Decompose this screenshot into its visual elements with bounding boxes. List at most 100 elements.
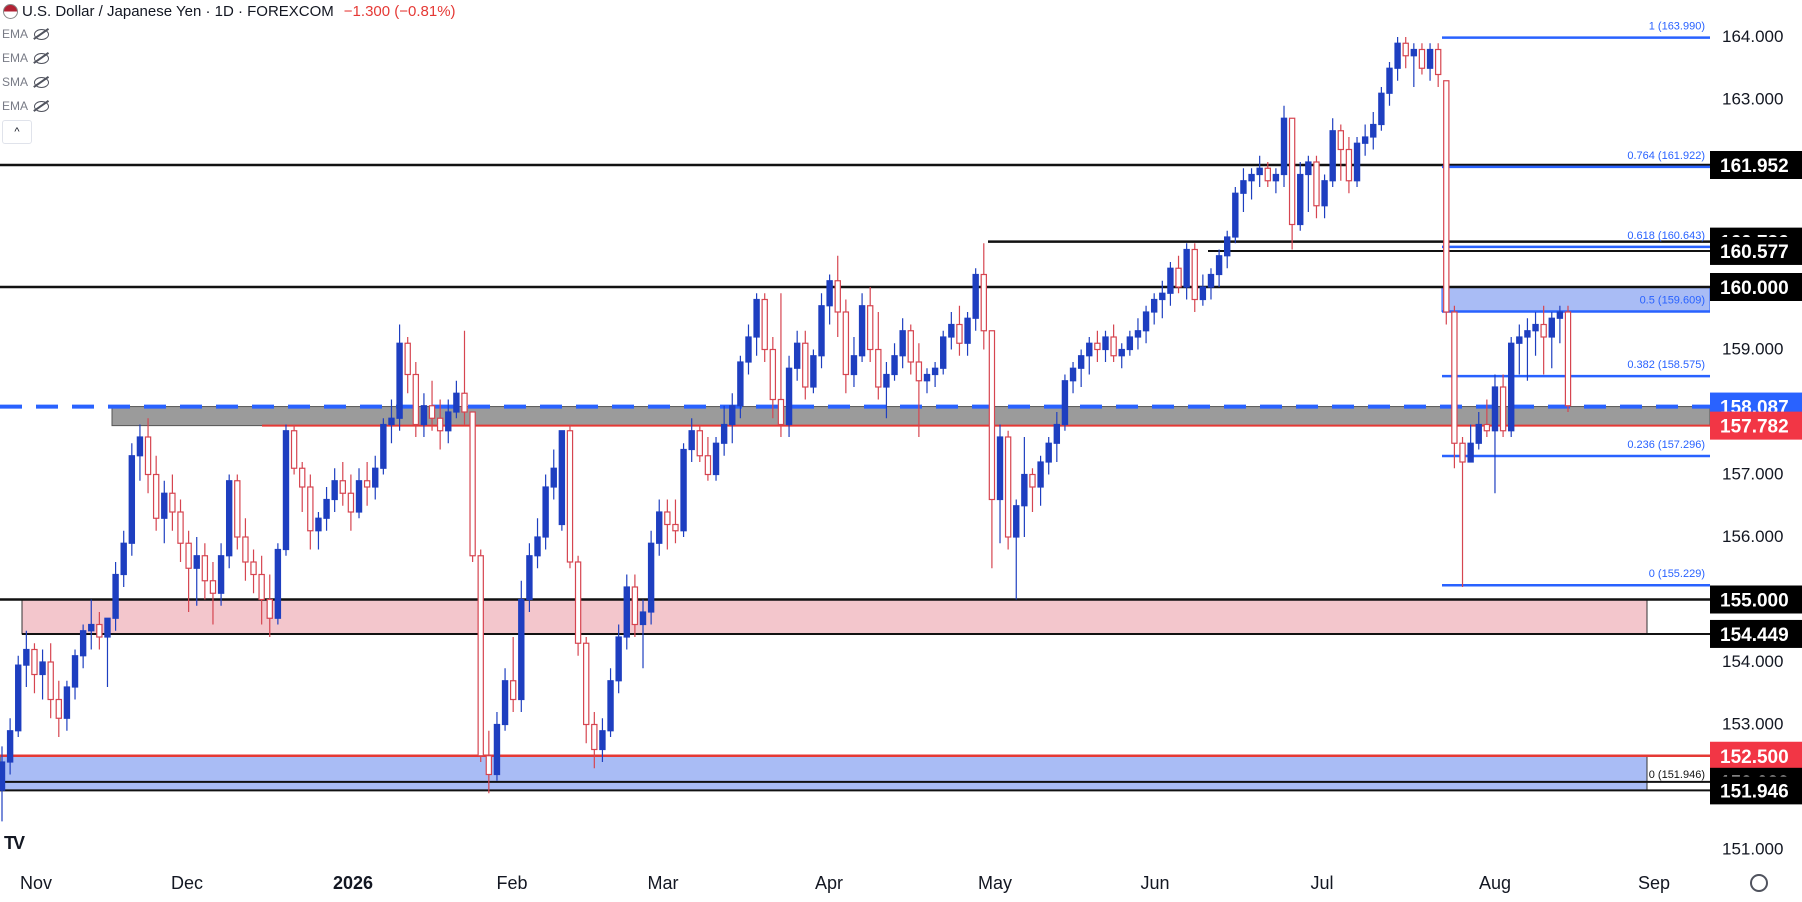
price-axis[interactable]: 151.000 153.000 154.000 155.000 156.000 157.0…: [1710, 0, 1802, 902]
candle: [850, 337, 858, 387]
candle: [1451, 305, 1458, 469]
candle: [290, 424, 298, 475]
candle-body: [631, 586, 639, 626]
candle-body: [1037, 461, 1044, 488]
candle: [509, 637, 517, 712]
indicator-row[interactable]: EMA: [2, 27, 50, 41]
candle: [1256, 155, 1263, 187]
symbol-title[interactable]: U.S. Dollar / Japanese Yen · 1D · FOREXC…: [22, 2, 334, 20]
indicator-row[interactable]: EMA: [2, 99, 50, 113]
candle: [1313, 155, 1320, 219]
candle-body: [680, 448, 687, 532]
candle-body: [1256, 167, 1263, 176]
fib-label: 0.5 (159.609): [1640, 294, 1705, 306]
candle-body: [420, 405, 428, 426]
candle-body: [956, 323, 963, 344]
candle: [461, 330, 468, 425]
candle: [144, 418, 152, 494]
candle-body: [842, 311, 850, 376]
candle-body: [1329, 130, 1336, 182]
candle: [469, 411, 476, 562]
candle: [1094, 330, 1101, 362]
candle: [428, 380, 436, 431]
candle: [152, 455, 160, 531]
candle: [729, 393, 736, 444]
candle-body: [599, 730, 606, 751]
candle-body: [193, 555, 200, 569]
eye-crossed-icon[interactable]: [34, 52, 50, 64]
candle-body: [1029, 473, 1036, 488]
candle-body: [1175, 267, 1182, 288]
candle-body: [161, 492, 168, 519]
candle-body: [469, 411, 476, 557]
candle: [1483, 399, 1491, 437]
fib-label: 1 (163.990): [1649, 21, 1705, 33]
candle: [1532, 312, 1539, 356]
candle: [1142, 305, 1150, 344]
candle: [128, 443, 136, 556]
eye-crossed-icon[interactable]: [34, 76, 50, 88]
candle: [477, 549, 484, 762]
candle-body: [477, 555, 484, 757]
candle-body: [1475, 423, 1482, 444]
candle-body: [850, 355, 858, 376]
candle-body: [23, 648, 30, 666]
candle-body: [315, 517, 322, 532]
candle: [574, 555, 582, 656]
candle: [339, 462, 346, 506]
candle: [988, 330, 996, 569]
collapse-indicators-button[interactable]: ^: [2, 120, 32, 144]
candle: [907, 324, 914, 375]
candle: [347, 474, 355, 531]
candle: [1167, 262, 1174, 306]
candle: [315, 512, 322, 550]
candle: [696, 424, 704, 462]
candle: [6, 718, 14, 775]
candle: [372, 455, 379, 500]
gear-icon[interactable]: [1750, 874, 1768, 892]
candle: [1353, 137, 1361, 187]
indicator-label: EMA: [2, 27, 29, 41]
candle-body: [380, 423, 387, 469]
candle-body: [493, 723, 501, 776]
candle: [1037, 455, 1044, 506]
eye-crossed-icon[interactable]: [34, 100, 50, 112]
time-axis[interactable]: Nov Dec 2026 Feb Mar Apr May Jun Jul Aug Sep: [20, 873, 1670, 893]
candle-body: [79, 630, 87, 657]
candle: [802, 330, 809, 400]
candle: [193, 537, 200, 606]
candle-body: [266, 598, 273, 619]
candle-body: [428, 405, 436, 419]
candle-body: [1061, 380, 1069, 426]
candle: [436, 399, 444, 450]
candle: [1069, 362, 1077, 394]
candle: [842, 299, 850, 394]
candle-body: [1499, 386, 1507, 432]
candle-body: [810, 355, 817, 388]
candle: [915, 343, 923, 437]
eye-crossed-icon[interactable]: [34, 28, 50, 40]
candle: [1240, 168, 1247, 212]
candle-body: [1508, 342, 1515, 432]
candle-body: [1240, 180, 1247, 194]
candle-body: [120, 542, 127, 576]
price-tag-label: 160.000: [1720, 278, 1789, 299]
candle-body: [104, 617, 111, 638]
candle: [607, 668, 614, 737]
candle-body: [858, 305, 866, 357]
candle-body: [436, 417, 444, 432]
candle: [225, 474, 233, 569]
price-tick-label: 151.000: [1722, 840, 1783, 859]
candle: [47, 643, 54, 719]
candle-body: [1516, 336, 1523, 344]
indicator-row[interactable]: EMA: [2, 51, 50, 65]
candle: [55, 680, 62, 737]
price-tag-label: 151.946: [1720, 781, 1789, 802]
candle-body: [1297, 173, 1304, 226]
support-zone-blue: [0, 755, 1648, 791]
indicator-row[interactable]: SMA: [2, 75, 50, 89]
candle: [242, 518, 249, 581]
candle-body: [1394, 42, 1401, 69]
price-tag-label: 157.782: [1720, 417, 1789, 438]
